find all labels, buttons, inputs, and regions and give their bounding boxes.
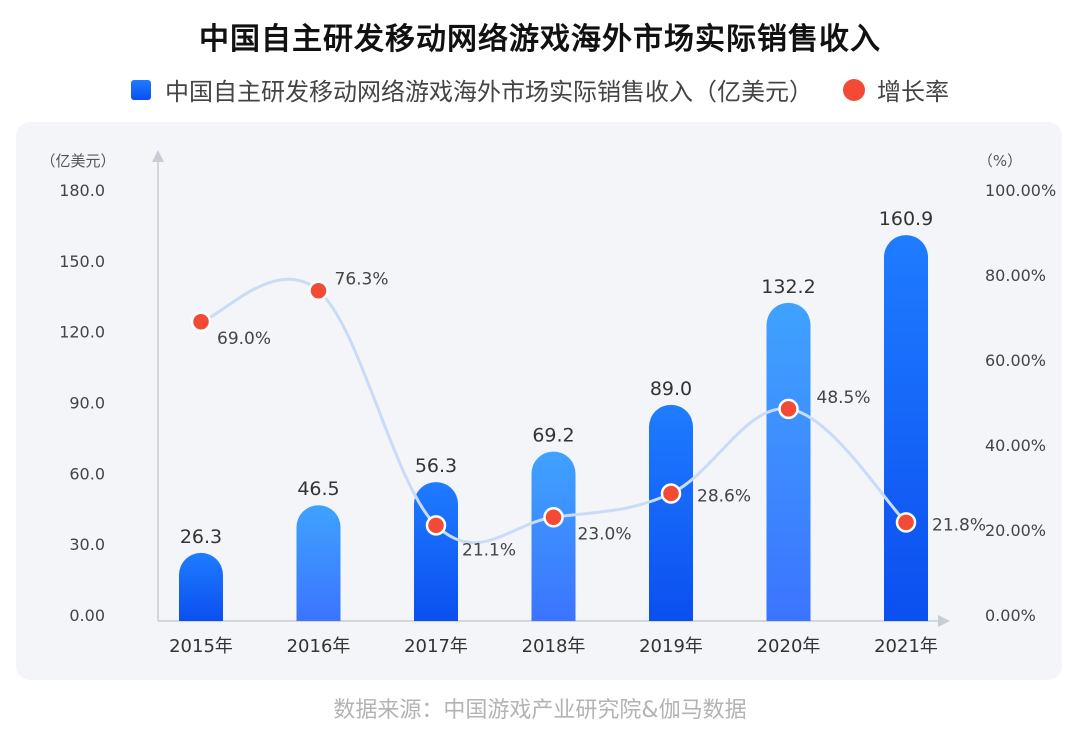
x-axis-tick-label: 2015年 xyxy=(169,636,233,657)
y-axis-right-tick-label: 100.00% xyxy=(985,181,1056,200)
bar-value-label: 46.5 xyxy=(297,478,339,500)
y-axis-left-tick-label: 120.0 xyxy=(59,323,105,342)
x-axis-tick-label: 2020年 xyxy=(757,636,821,657)
bar-value-label: 160.9 xyxy=(879,208,933,230)
y-axis-right-tick-label: 60.00% xyxy=(985,351,1046,370)
legend: 中国自主研发移动网络游戏海外市场实际销售收入（亿美元） 增长率 xyxy=(0,72,1080,107)
bar-value-label: 69.2 xyxy=(532,425,574,447)
growth-rate-point xyxy=(190,311,212,332)
bar xyxy=(884,235,928,622)
growth-rate-label: 69.0% xyxy=(217,329,271,349)
source-note: 数据来源：中国游戏产业研究院&伽马数据 xyxy=(333,698,747,723)
y-axis-right-unit: （%） xyxy=(978,152,1022,170)
bar-value-label: 89.0 xyxy=(650,378,692,400)
x-axis-tick-label: 2016年 xyxy=(287,636,351,657)
legend-item-growth: 增长率 xyxy=(813,72,949,107)
growth-rate-point xyxy=(308,280,329,301)
y-axis-left-unit: （亿美元） xyxy=(40,152,115,170)
growth-rate-label: 28.6% xyxy=(697,486,751,506)
y-axis-right-tick-label: 80.00% xyxy=(985,266,1046,285)
y-axis-right-tick-label: 40.00% xyxy=(985,436,1046,455)
growth-rate-label: 21.1% xyxy=(462,540,516,560)
bar xyxy=(296,505,341,621)
y-axis-left-tick-label: 30.0 xyxy=(69,535,105,554)
growth-rate-point xyxy=(895,512,917,533)
chart-title: 中国自主研发移动网络游戏海外市场实际销售收入 xyxy=(199,22,881,57)
legend-item-revenue: 中国自主研发移动网络游戏海外市场实际销售收入（亿美元） xyxy=(131,72,813,107)
bar-value-label: 132.2 xyxy=(761,276,815,298)
legend-revenue-label: 中国自主研发移动网络游戏海外市场实际销售收入（亿美元） xyxy=(165,78,813,106)
y-axis-left-tick-label: 180.0 xyxy=(59,181,105,200)
y-axis-right-tick-label: 20.00% xyxy=(985,521,1046,540)
y-axis-left-tick-label: 0.00 xyxy=(69,606,105,625)
x-axis-tick-label: 2018年 xyxy=(522,636,586,657)
growth-rate-label: 23.0% xyxy=(578,524,632,544)
y-axis-right-tick-label: 0.00% xyxy=(985,606,1036,625)
bar-value-label: 26.3 xyxy=(180,526,222,548)
bar-value-label: 56.3 xyxy=(415,455,457,477)
legend-bar-swatch xyxy=(131,79,151,100)
growth-rate-point xyxy=(425,515,447,536)
x-axis-arrow xyxy=(938,615,950,627)
bar xyxy=(179,552,223,621)
y-axis-left-tick-label: 150.0 xyxy=(59,252,105,271)
y-axis-left-tick-label: 90.0 xyxy=(69,394,105,413)
y-axis-left-arrow xyxy=(152,150,164,162)
x-axis-tick-label: 2017年 xyxy=(404,636,468,657)
legend-dot-swatch xyxy=(843,78,865,101)
growth-rate-point xyxy=(778,398,799,420)
growth-rate-label: 48.5% xyxy=(817,388,871,408)
legend-growth-label: 增长率 xyxy=(877,78,949,106)
growth-rate-label: 76.3% xyxy=(335,270,389,290)
growth-rate-label: 21.8% xyxy=(932,515,986,535)
bar xyxy=(649,404,693,621)
x-axis-tick-label: 2021年 xyxy=(874,636,938,657)
bar xyxy=(766,302,811,621)
growth-rate-point xyxy=(660,483,682,504)
y-axis-left-tick-label: 60.0 xyxy=(69,464,105,483)
bar xyxy=(531,451,576,621)
growth-rate-point xyxy=(543,507,564,528)
x-axis-tick-label: 2019年 xyxy=(639,636,703,657)
bar xyxy=(414,482,458,621)
